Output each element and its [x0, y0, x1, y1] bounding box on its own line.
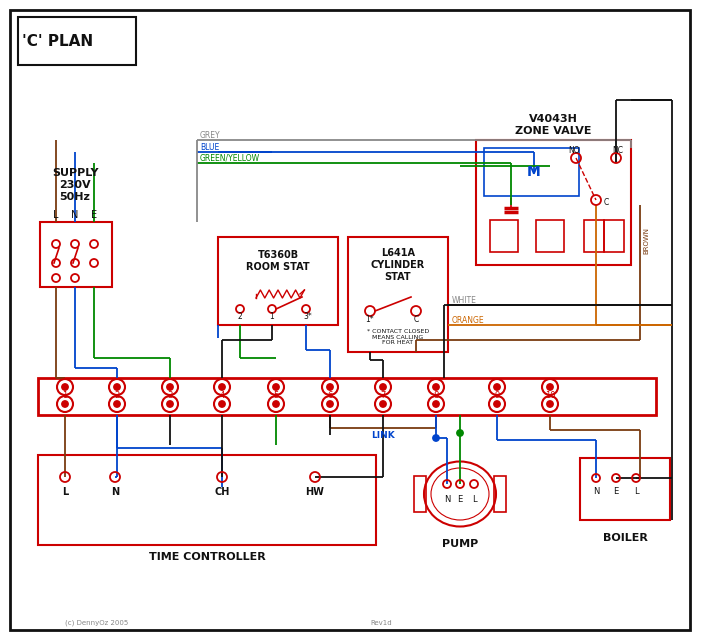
Text: 4: 4: [220, 390, 225, 399]
Circle shape: [380, 384, 386, 390]
Circle shape: [273, 401, 279, 407]
Text: L: L: [634, 487, 638, 495]
Text: GREY: GREY: [200, 131, 220, 140]
Circle shape: [114, 384, 120, 390]
Text: L641A
CYLINDER
STAT: L641A CYLINDER STAT: [371, 249, 425, 281]
Text: * CONTACT CLOSED
MEANS CALLING
FOR HEAT: * CONTACT CLOSED MEANS CALLING FOR HEAT: [367, 329, 429, 345]
Text: E: E: [614, 487, 618, 495]
Text: WHITE: WHITE: [452, 296, 477, 304]
Text: E: E: [91, 210, 97, 220]
Circle shape: [380, 401, 386, 407]
Text: LINK: LINK: [371, 431, 395, 440]
Bar: [584, 220, 604, 252]
Bar: [494, 476, 506, 512]
Text: ORANGE: ORANGE: [452, 315, 484, 324]
Text: 3*: 3*: [304, 312, 312, 320]
Circle shape: [219, 384, 225, 390]
Text: 10: 10: [545, 390, 555, 399]
Text: 1: 1: [270, 312, 274, 320]
Text: HW: HW: [305, 487, 324, 497]
Text: 6: 6: [327, 390, 333, 399]
Text: N: N: [72, 210, 79, 220]
Text: TIME CONTROLLER: TIME CONTROLLER: [149, 552, 265, 562]
Text: N: N: [444, 494, 450, 503]
Text: V4043H
ZONE VALVE: V4043H ZONE VALVE: [515, 114, 591, 136]
Text: L: L: [472, 494, 477, 503]
Bar: [414, 476, 426, 512]
Text: L: L: [53, 210, 59, 220]
Bar: [348, 237, 448, 352]
Bar: [604, 220, 624, 252]
Circle shape: [547, 384, 553, 390]
Text: 'C' PLAN: 'C' PLAN: [22, 33, 93, 49]
Text: 9: 9: [494, 390, 500, 399]
Circle shape: [327, 384, 333, 390]
Text: L: L: [62, 487, 68, 497]
Text: M: M: [527, 165, 541, 179]
Text: (c) DennyOz 2005: (c) DennyOz 2005: [65, 620, 128, 626]
Circle shape: [547, 401, 553, 407]
Bar: [40, 222, 112, 287]
Circle shape: [327, 401, 333, 407]
Circle shape: [167, 384, 173, 390]
Text: 8: 8: [433, 390, 439, 399]
Text: 1: 1: [62, 390, 67, 399]
Text: BOILER: BOILER: [602, 533, 647, 543]
Bar: [38, 378, 656, 415]
Circle shape: [457, 430, 463, 436]
Text: 1*: 1*: [366, 315, 374, 324]
Bar: [218, 237, 338, 325]
Text: E: E: [458, 494, 463, 503]
Text: 3: 3: [167, 390, 173, 399]
Text: PUMP: PUMP: [442, 539, 478, 549]
Circle shape: [494, 384, 500, 390]
Text: 5: 5: [273, 390, 279, 399]
Bar: [490, 220, 518, 252]
Text: SUPPLY
230V
50Hz: SUPPLY 230V 50Hz: [52, 169, 98, 202]
Circle shape: [62, 401, 68, 407]
Text: T6360B
ROOM STAT: T6360B ROOM STAT: [246, 250, 310, 272]
Text: C: C: [604, 197, 609, 206]
Text: N: N: [111, 487, 119, 497]
Bar: [38, 455, 376, 545]
Circle shape: [62, 384, 68, 390]
Bar: [18, 17, 136, 65]
Circle shape: [273, 384, 279, 390]
Bar: [580, 458, 670, 520]
Circle shape: [433, 401, 439, 407]
Text: BLUE: BLUE: [200, 142, 219, 151]
Circle shape: [433, 384, 439, 390]
Text: NC: NC: [613, 146, 623, 154]
Text: C: C: [413, 315, 418, 324]
Text: Rev1d: Rev1d: [370, 620, 392, 626]
Circle shape: [219, 401, 225, 407]
Text: 2: 2: [237, 312, 242, 320]
Bar: [484, 148, 579, 196]
Circle shape: [114, 401, 120, 407]
Text: NO: NO: [568, 146, 580, 154]
Circle shape: [167, 401, 173, 407]
Circle shape: [494, 401, 500, 407]
Text: 7: 7: [380, 390, 385, 399]
Bar: [476, 140, 631, 265]
Text: CH: CH: [214, 487, 230, 497]
Text: N: N: [592, 487, 600, 495]
Text: GREEN/YELLOW: GREEN/YELLOW: [200, 153, 260, 163]
Bar: [536, 220, 564, 252]
Circle shape: [433, 435, 439, 441]
Text: 2: 2: [114, 390, 119, 399]
Text: BROWN: BROWN: [643, 226, 649, 253]
